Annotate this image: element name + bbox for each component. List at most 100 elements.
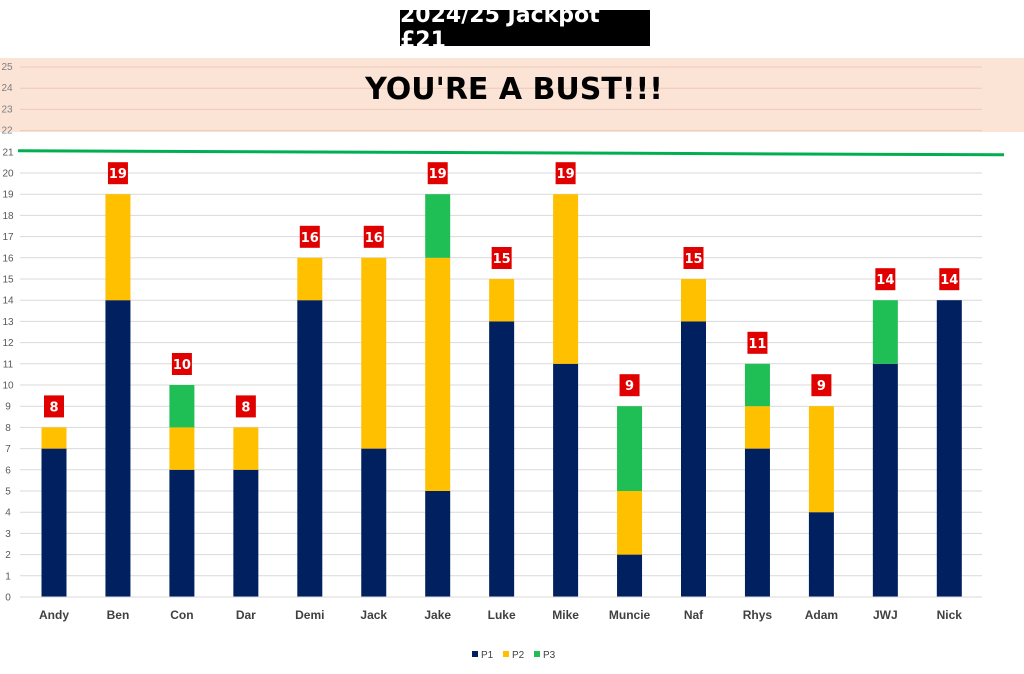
bar-p2-jack xyxy=(361,257,387,449)
badge-box xyxy=(619,374,640,397)
badge-label: 19 xyxy=(109,167,127,182)
bust-tick-label: 24 xyxy=(1,83,13,94)
bar-p1-naf xyxy=(681,321,706,597)
badge-box xyxy=(683,247,704,269)
bar-p1-demi xyxy=(297,300,323,597)
badge-label: 14 xyxy=(876,273,894,288)
total-badge-nick: 14 xyxy=(939,268,960,291)
badge-label: 9 xyxy=(625,379,634,394)
y-tick-label: 1 xyxy=(5,571,11,582)
bar-p1-adam xyxy=(808,512,834,597)
bar-p2-dar xyxy=(233,427,259,470)
bar-p2-andy xyxy=(41,427,67,449)
y-tick-label: 21 xyxy=(2,147,14,158)
bust-tick-label: 23 xyxy=(1,104,13,115)
bar-p1-mike xyxy=(553,363,579,597)
badge-box xyxy=(939,268,960,291)
legend-swatch-p2 xyxy=(503,651,509,657)
bar-p3-rhys xyxy=(744,363,770,407)
bar-p3-jake xyxy=(425,194,451,258)
y-tick-label: 17 xyxy=(2,232,14,243)
badge-label: 9 xyxy=(817,379,826,394)
bar-p1-jack xyxy=(361,448,387,597)
total-badge-naf: 15 xyxy=(683,247,704,269)
bar-p3-con xyxy=(169,385,195,428)
bust-zone-band xyxy=(0,58,1024,132)
badge-label: 11 xyxy=(748,337,766,352)
legend-label-p1: P1 xyxy=(481,650,494,661)
x-tick-label: Naf xyxy=(684,608,704,622)
y-tick-label: 10 xyxy=(2,381,14,392)
bar-p1-jwj xyxy=(872,363,898,597)
y-tick-label: 11 xyxy=(3,359,14,370)
y-tick-label: 14 xyxy=(2,296,14,307)
legend-label-p2: P2 xyxy=(512,650,525,661)
badge-box xyxy=(235,395,256,418)
bars xyxy=(41,194,962,597)
bar-p2-adam xyxy=(808,406,834,513)
badge-label: 8 xyxy=(241,400,250,415)
total-badge-jwj: 14 xyxy=(875,268,896,291)
total-badge-rhys: 11 xyxy=(747,331,768,354)
x-tick-label: Jack xyxy=(360,608,387,622)
total-badges: 8 19 10 8 16 16 19 15 19 9 15 11 9 14 14 xyxy=(44,162,960,418)
total-badge-adam: 9 xyxy=(811,374,832,397)
badge-label: 14 xyxy=(940,273,958,288)
badge-box xyxy=(427,162,448,185)
total-badge-demi: 16 xyxy=(299,225,320,248)
badge-label: 16 xyxy=(365,231,383,246)
y-tick-label: 12 xyxy=(2,338,14,349)
badge-label: 15 xyxy=(493,252,511,267)
y-tick-label: 15 xyxy=(2,275,14,286)
total-badge-mike: 19 xyxy=(555,162,576,185)
y-tick-label: 19 xyxy=(2,190,14,201)
total-badge-muncie: 9 xyxy=(619,374,640,397)
bar-p3-jwj xyxy=(872,300,898,364)
badge-box xyxy=(171,353,192,375)
bar-p2-naf xyxy=(681,279,706,322)
badge-box xyxy=(363,225,384,248)
y-tick-label: 4 xyxy=(5,508,11,519)
y-tick-label: 16 xyxy=(2,253,14,264)
bar-p2-luke xyxy=(489,279,515,322)
badge-box xyxy=(555,162,576,185)
y-tick-label: 18 xyxy=(2,211,14,222)
bar-p2-ben xyxy=(105,194,131,301)
badge-box xyxy=(44,395,64,418)
badge-box xyxy=(747,331,768,354)
badge-box xyxy=(491,247,512,269)
bar-p1-con xyxy=(169,469,195,597)
badge-label: 19 xyxy=(557,167,575,182)
x-tick-label: Con xyxy=(170,608,193,622)
x-tick-label: Jake xyxy=(424,608,451,622)
y-tick-label: 5 xyxy=(5,487,11,498)
total-badge-dar: 8 xyxy=(235,395,256,418)
x-tick-label: Adam xyxy=(805,608,838,622)
x-tick-label: Nick xyxy=(937,608,963,622)
bar-p1-jake xyxy=(425,491,451,597)
bar-p1-ben xyxy=(105,300,131,597)
legend-swatch-p3 xyxy=(534,651,540,657)
bar-p2-demi xyxy=(297,257,323,301)
legend-swatch-p1 xyxy=(472,651,478,657)
x-tick-label: Ben xyxy=(107,608,130,622)
total-badge-ben: 19 xyxy=(107,162,128,185)
y-tick-label: 7 xyxy=(5,444,11,455)
badge-label: 10 xyxy=(173,358,191,373)
bust-tick-label: 22 xyxy=(1,126,13,137)
y-tick-label: 9 xyxy=(5,402,11,413)
badge-label: 8 xyxy=(49,400,58,415)
x-tick-label: Rhys xyxy=(743,608,773,622)
bust-tick-label: 25 xyxy=(1,62,13,73)
badge-box xyxy=(299,225,320,248)
x-axis: Andy Ben Con Dar Demi Jack Jake Luke Mike Muncie N… xyxy=(20,596,982,622)
x-tick-label: Demi xyxy=(295,608,324,622)
bar-p2-muncie xyxy=(617,491,643,555)
x-tick-label: Mike xyxy=(552,608,579,622)
badge-box xyxy=(875,268,896,291)
badge-label: 15 xyxy=(684,252,702,267)
y-tick-label: 0 xyxy=(5,593,11,604)
bar-p1-dar xyxy=(233,469,259,597)
